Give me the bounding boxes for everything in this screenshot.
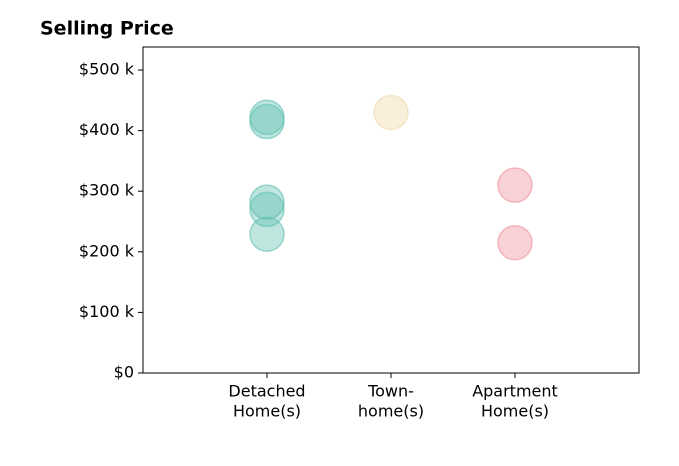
y-tick-label: $300 k <box>79 181 135 200</box>
x-tick-label: home(s) <box>358 402 424 421</box>
y-tick-label: $500 k <box>79 60 135 79</box>
y-tick-label: $200 k <box>79 241 135 260</box>
x-tick-label: Home(s) <box>233 402 301 421</box>
x-tick-label: Apartment <box>472 382 558 401</box>
point <box>497 224 533 261</box>
chart-title: Selling Price <box>40 18 174 40</box>
y-tick-label: $0 <box>114 363 134 382</box>
point <box>497 167 533 203</box>
point <box>249 191 285 228</box>
y-tick-label: $100 k <box>79 302 135 321</box>
point <box>249 184 285 220</box>
point <box>249 103 285 140</box>
y-tick-label: $400 k <box>79 120 135 139</box>
x-tick-label: Detached <box>228 382 305 401</box>
point <box>249 216 285 252</box>
x-tick-label: Town- <box>367 382 414 401</box>
x-tick-label: Home(s) <box>481 402 549 421</box>
point <box>373 94 409 131</box>
